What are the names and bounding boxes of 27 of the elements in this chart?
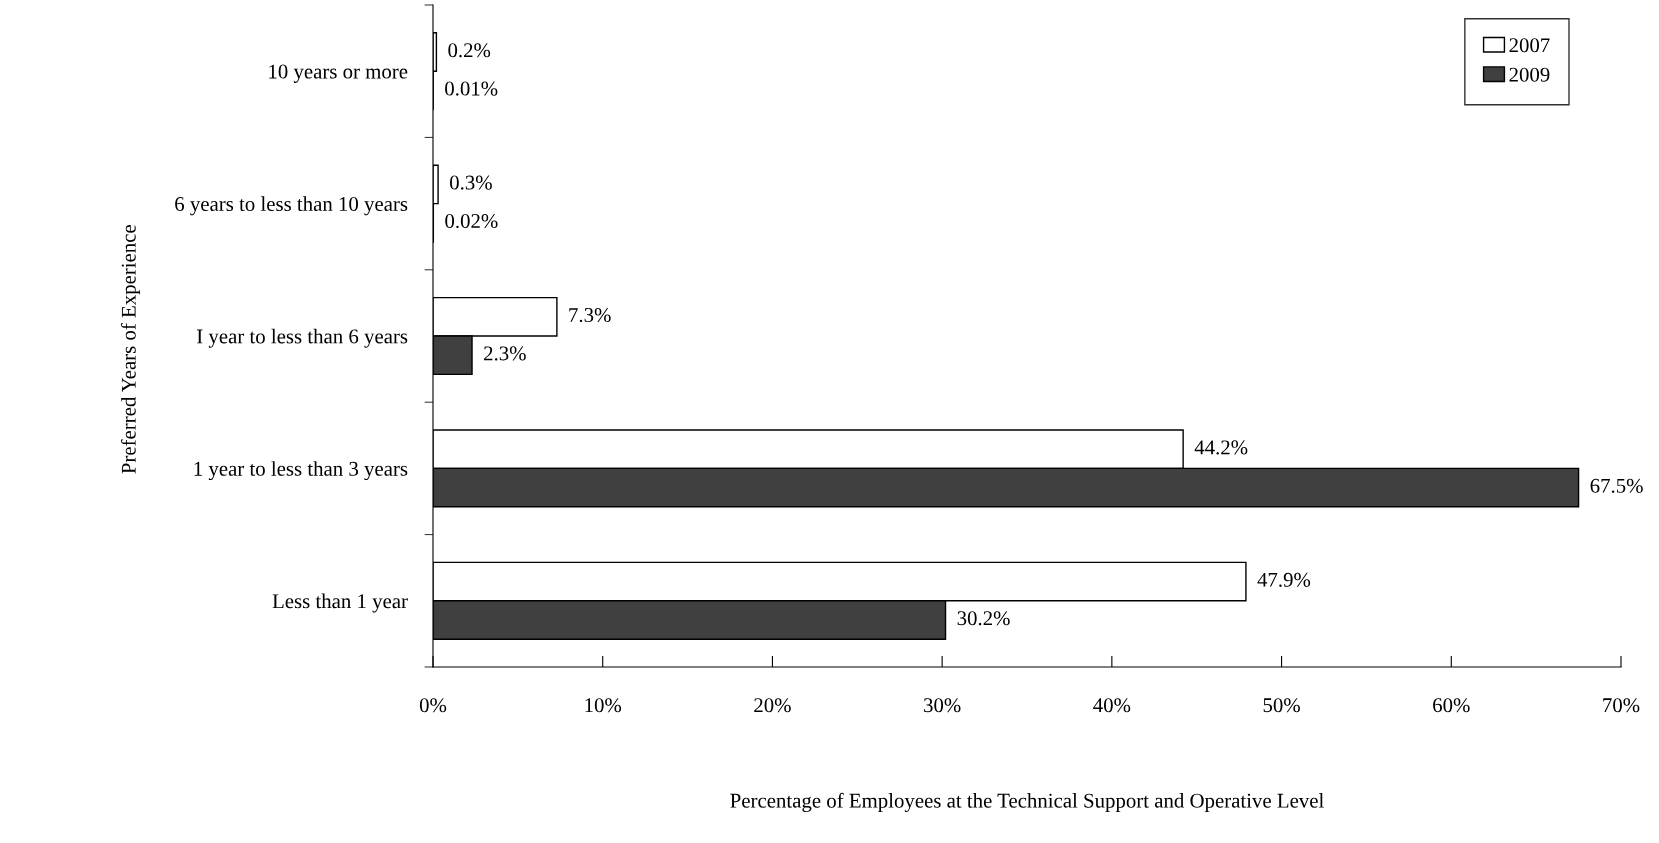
data-label: 0.02% (445, 213, 498, 229)
y-axis-title: Preferred Years of Experience (120, 225, 140, 474)
data-label: 2.3% (484, 346, 526, 361)
y-tick-label: Less than 1 year (272, 593, 408, 613)
data-label: 44.2% (1194, 440, 1248, 455)
x-tick-label: 30% (924, 698, 961, 713)
x-tick-label: 10% (585, 698, 622, 713)
legend-label: 2007 (1509, 38, 1550, 53)
x-tick-label: 70% (1603, 698, 1640, 713)
y-tick-label: I year to less than 6 years (197, 328, 408, 348)
y-tick-label: 6 years to less than 10 years (175, 196, 408, 216)
data-label: 30.2% (957, 611, 1010, 626)
x-tick-label: 0% (419, 698, 447, 713)
x-tick-label: 40% (1093, 698, 1131, 713)
x-tick-label: 50% (1263, 698, 1300, 713)
data-label: 0.3% (450, 175, 492, 190)
x-tick-label: 20% (754, 698, 791, 713)
data-label: 0.01% (445, 81, 498, 96)
data-label: 7.3% (569, 307, 611, 323)
data-label: 67.5% (1590, 478, 1643, 493)
y-tick-label: 10 years or more (269, 64, 408, 83)
data-label: 47.9% (1257, 572, 1311, 587)
y-tick-label: 1 year to less than 3 years (194, 461, 408, 481)
data-label: 0.2% (448, 43, 491, 58)
x-axis-title: Percentage of Employees at the Technical Support and Operative Level (730, 792, 1324, 812)
legend-label: 2009 (1509, 67, 1550, 82)
x-tick-label: 60% (1433, 698, 1470, 713)
